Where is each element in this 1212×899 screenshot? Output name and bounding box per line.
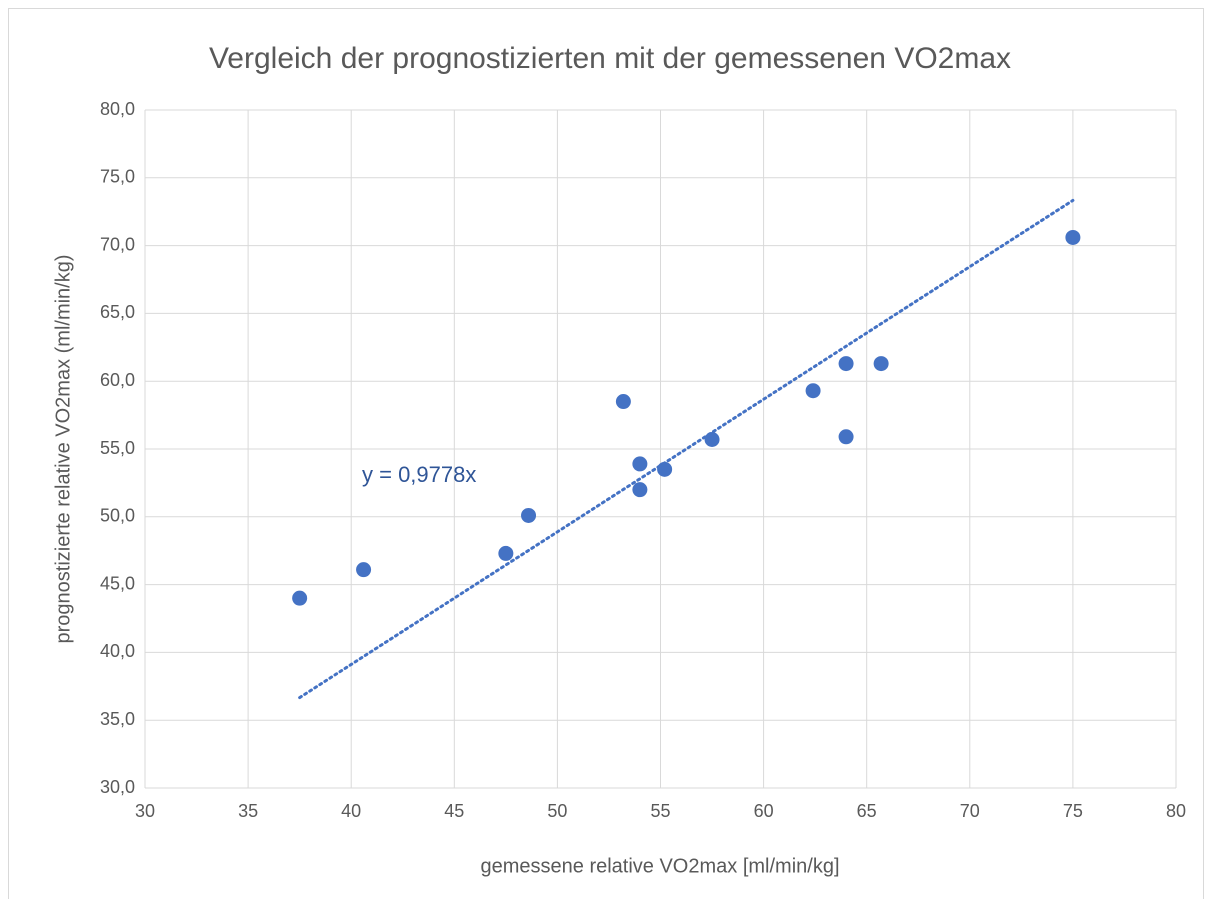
x-tick-label: 50: [547, 801, 567, 821]
point: [805, 383, 821, 399]
y-tick-label: 45,0: [100, 573, 135, 593]
y-tick-label: 65,0: [100, 302, 135, 322]
y-axis-label: prognostizierte relative VO2max (ml/min/…: [52, 254, 74, 643]
point: [1065, 229, 1081, 245]
y-tick-label: 70,0: [100, 234, 135, 254]
point: [356, 562, 372, 578]
point: [704, 432, 720, 448]
x-tick-label: 30: [135, 801, 155, 821]
x-axis-label: gemessene relative VO2max [ml/min/kg]: [480, 855, 839, 877]
y-tick-label: 35,0: [100, 709, 135, 729]
trendline-label: y = 0,9778x: [362, 462, 476, 487]
x-tick-label: 60: [754, 801, 774, 821]
x-tick-label: 35: [238, 801, 258, 821]
x-tick-label: 40: [341, 801, 361, 821]
y-tick-label: 80,0: [100, 99, 135, 119]
x-tick-label: 75: [1063, 801, 1083, 821]
y-tick-label: 55,0: [100, 438, 135, 458]
trendline: [298, 198, 1075, 700]
chart-title: Vergleich der prognostizierten mit der g…: [209, 42, 1011, 75]
point: [632, 456, 648, 472]
x-tick-label: 65: [857, 801, 877, 821]
x-tick-label: 80: [1166, 801, 1186, 821]
point: [498, 545, 514, 561]
y-tick-label: 75,0: [100, 167, 135, 187]
y-tick-label: 30,0: [100, 777, 135, 797]
y-tick-label: 60,0: [100, 370, 135, 390]
point: [615, 394, 631, 410]
x-tick-label: 70: [960, 801, 980, 821]
point: [838, 429, 854, 445]
chart-frame: [8, 8, 1204, 899]
point: [657, 461, 673, 477]
point: [838, 356, 854, 372]
point: [521, 507, 537, 523]
point: [292, 590, 308, 606]
point: [873, 356, 889, 372]
point: [632, 482, 648, 498]
x-tick-label: 55: [650, 801, 670, 821]
y-tick-label: 50,0: [100, 506, 135, 526]
x-tick-label: 45: [444, 801, 464, 821]
y-tick-label: 40,0: [100, 641, 135, 661]
